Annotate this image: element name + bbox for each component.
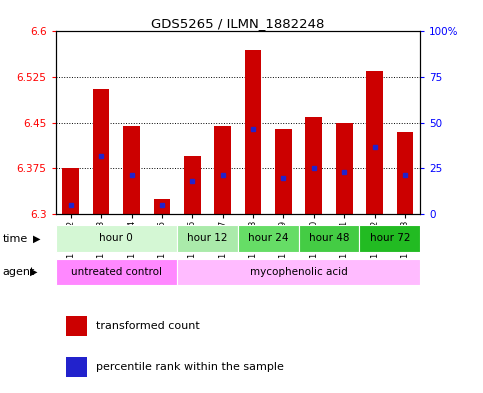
Text: percentile rank within the sample: percentile rank within the sample [96,362,284,372]
Text: mycophenolic acid: mycophenolic acid [250,266,348,277]
Bar [298,226,359,252]
Text: time: time [2,233,28,244]
Bar [62,169,79,214]
Text: transformed count: transformed count [96,321,199,331]
Text: untreated control: untreated control [71,266,162,277]
Text: hour 0: hour 0 [99,233,133,243]
Text: ▶: ▶ [33,233,41,244]
Bar [67,316,86,336]
Bar [177,226,238,252]
Text: hour 12: hour 12 [187,233,228,243]
Bar [123,126,140,214]
Text: agent: agent [2,267,35,277]
Bar [56,226,177,252]
Bar [214,126,231,214]
Title: GDS5265 / ILMN_1882248: GDS5265 / ILMN_1882248 [151,17,325,30]
Text: hour 72: hour 72 [369,233,410,243]
Bar [238,226,298,252]
Bar [245,50,261,214]
Bar [56,259,177,285]
Text: hour 24: hour 24 [248,233,288,243]
Bar [305,117,322,214]
Bar [366,71,383,214]
Bar [184,156,200,214]
Bar [275,129,292,214]
Bar [154,199,170,214]
Bar [177,259,420,285]
Bar [67,357,86,377]
Text: ▶: ▶ [30,267,38,277]
Bar [93,89,110,214]
Bar [397,132,413,214]
Text: hour 48: hour 48 [309,233,349,243]
Bar [359,226,420,252]
Bar [336,123,353,214]
